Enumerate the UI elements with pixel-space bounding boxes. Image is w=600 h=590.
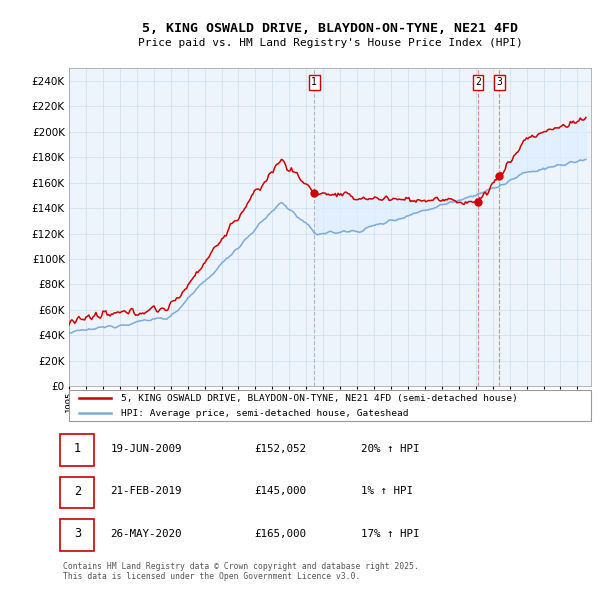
Text: 17% ↑ HPI: 17% ↑ HPI <box>361 529 420 539</box>
Text: 21-FEB-2019: 21-FEB-2019 <box>110 486 182 496</box>
Text: £165,000: £165,000 <box>254 529 307 539</box>
Text: 2: 2 <box>74 484 81 498</box>
Text: 19-JUN-2009: 19-JUN-2009 <box>110 444 182 454</box>
Text: 1% ↑ HPI: 1% ↑ HPI <box>361 486 413 496</box>
Text: HPI: Average price, semi-detached house, Gateshead: HPI: Average price, semi-detached house,… <box>121 409 409 418</box>
Text: 2: 2 <box>475 77 481 87</box>
FancyBboxPatch shape <box>59 477 94 509</box>
Text: 5, KING OSWALD DRIVE, BLAYDON-ON-TYNE, NE21 4FD (semi-detached house): 5, KING OSWALD DRIVE, BLAYDON-ON-TYNE, N… <box>121 394 518 403</box>
Text: 1: 1 <box>311 77 317 87</box>
Text: 3: 3 <box>74 527 81 540</box>
Text: 20% ↑ HPI: 20% ↑ HPI <box>361 444 420 454</box>
Text: 26-MAY-2020: 26-MAY-2020 <box>110 529 182 539</box>
Text: 5, KING OSWALD DRIVE, BLAYDON-ON-TYNE, NE21 4FD: 5, KING OSWALD DRIVE, BLAYDON-ON-TYNE, N… <box>142 22 518 35</box>
Text: £152,052: £152,052 <box>254 444 307 454</box>
FancyBboxPatch shape <box>59 519 94 551</box>
Text: 3: 3 <box>497 77 502 87</box>
FancyBboxPatch shape <box>59 434 94 466</box>
Text: Contains HM Land Registry data © Crown copyright and database right 2025.
This d: Contains HM Land Registry data © Crown c… <box>63 562 419 581</box>
Text: 1: 1 <box>74 442 81 455</box>
Text: £145,000: £145,000 <box>254 486 307 496</box>
Text: Price paid vs. HM Land Registry's House Price Index (HPI): Price paid vs. HM Land Registry's House … <box>137 38 523 48</box>
FancyBboxPatch shape <box>69 390 591 421</box>
